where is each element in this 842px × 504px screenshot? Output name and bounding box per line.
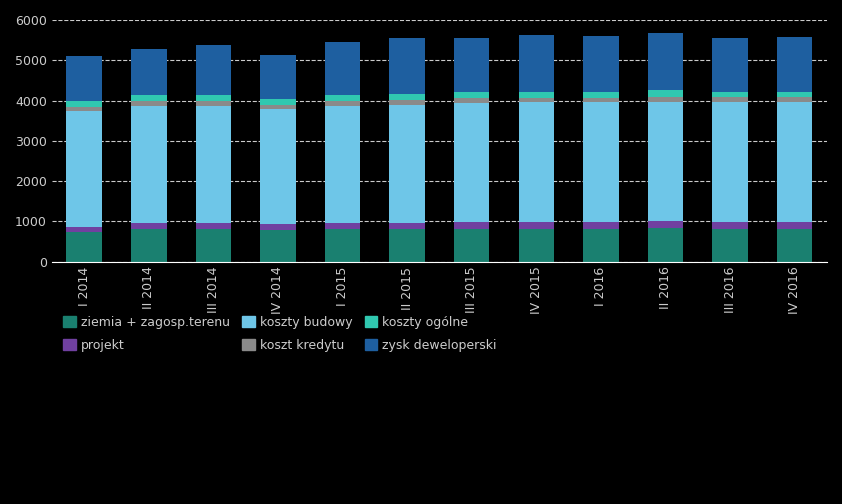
Bar xyxy=(67,101,102,107)
Bar xyxy=(260,55,296,99)
Bar xyxy=(647,228,683,262)
Bar xyxy=(454,37,489,92)
Bar xyxy=(325,229,360,262)
Bar xyxy=(712,102,748,222)
Bar xyxy=(584,102,619,222)
Bar xyxy=(260,224,296,230)
Bar xyxy=(712,222,748,229)
Bar xyxy=(777,229,813,262)
Bar xyxy=(519,102,554,222)
Bar xyxy=(519,92,554,98)
Bar xyxy=(584,98,619,102)
Bar xyxy=(647,102,683,221)
Bar xyxy=(325,106,360,223)
Bar xyxy=(325,223,360,229)
Bar xyxy=(712,92,748,97)
Bar xyxy=(389,223,425,229)
Bar xyxy=(647,97,683,102)
Bar xyxy=(67,56,102,101)
Bar xyxy=(454,103,489,222)
Bar xyxy=(325,95,360,101)
Bar xyxy=(647,33,683,91)
Bar xyxy=(260,230,296,262)
Bar xyxy=(195,95,231,101)
Bar xyxy=(389,100,425,105)
Bar xyxy=(647,91,683,97)
Bar xyxy=(454,98,489,103)
Bar xyxy=(131,106,167,223)
Bar xyxy=(131,223,167,229)
Bar xyxy=(389,105,425,223)
Bar xyxy=(584,222,619,229)
Bar xyxy=(131,101,167,106)
Bar xyxy=(712,97,748,102)
Bar xyxy=(389,229,425,262)
Bar xyxy=(712,38,748,92)
Bar xyxy=(325,42,360,95)
Bar xyxy=(195,106,231,223)
Legend: ziemia + zagosp.terenu, projekt, koszty budowy, koszt kredytu, koszty ogólne, zy: ziemia + zagosp.terenu, projekt, koszty … xyxy=(58,311,502,357)
Bar xyxy=(584,229,619,262)
Bar xyxy=(777,222,813,229)
Bar xyxy=(325,101,360,106)
Bar xyxy=(647,221,683,228)
Bar xyxy=(195,223,231,229)
Bar xyxy=(777,97,813,102)
Bar xyxy=(519,229,554,262)
Bar xyxy=(195,45,231,95)
Bar xyxy=(584,36,619,92)
Bar xyxy=(67,227,102,232)
Bar xyxy=(519,222,554,229)
Bar xyxy=(584,92,619,98)
Bar xyxy=(67,107,102,111)
Bar xyxy=(260,109,296,224)
Bar xyxy=(67,111,102,227)
Bar xyxy=(195,101,231,106)
Bar xyxy=(454,229,489,262)
Bar xyxy=(519,98,554,102)
Bar xyxy=(195,229,231,262)
Bar xyxy=(389,38,425,94)
Bar xyxy=(131,229,167,262)
Bar xyxy=(389,94,425,100)
Bar xyxy=(260,105,296,109)
Bar xyxy=(777,36,813,92)
Bar xyxy=(454,92,489,98)
Bar xyxy=(519,34,554,92)
Bar xyxy=(131,95,167,101)
Bar xyxy=(67,232,102,262)
Bar xyxy=(131,48,167,95)
Bar xyxy=(712,229,748,262)
Bar xyxy=(777,102,813,222)
Bar xyxy=(777,92,813,97)
Bar xyxy=(454,222,489,229)
Bar xyxy=(260,99,296,105)
